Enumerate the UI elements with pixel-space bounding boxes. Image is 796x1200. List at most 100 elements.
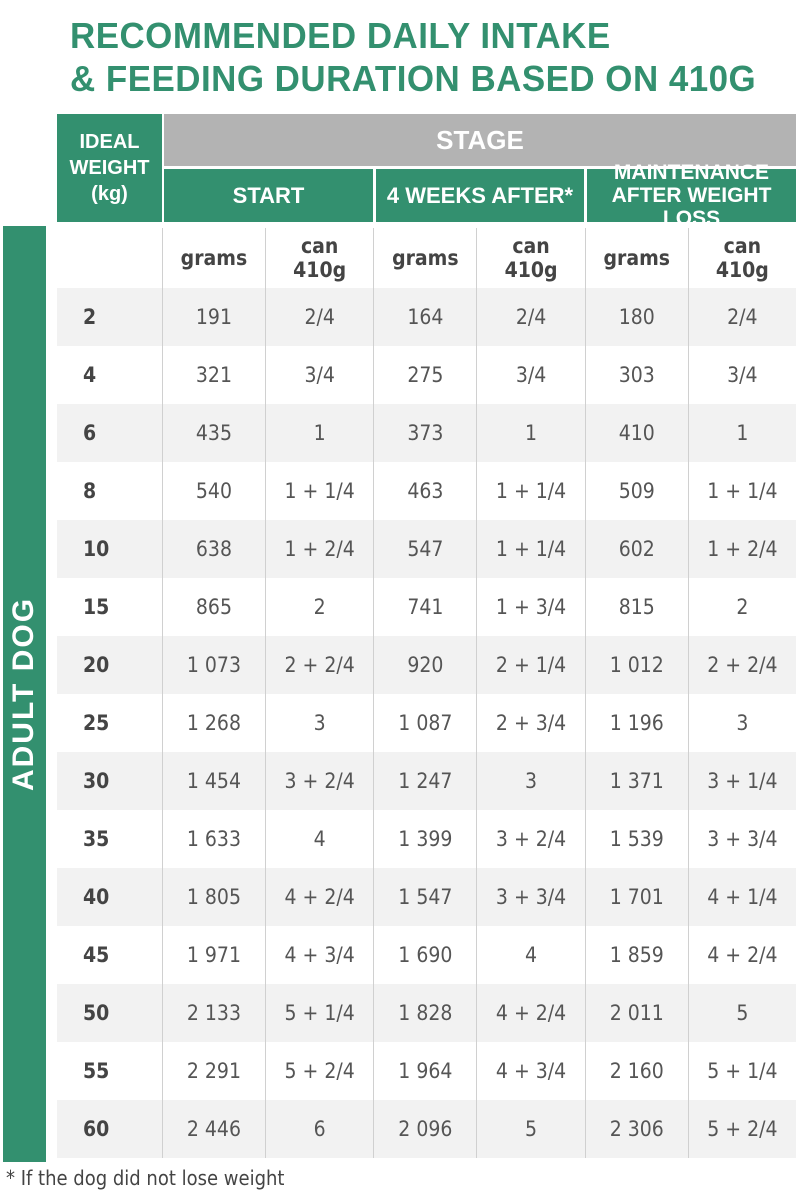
value-cell: 920 [373,636,477,694]
empty-cell [57,228,163,288]
table-row: 30 1 454 3 + 2/4 1 247 3 1 371 3 + 1/4 [57,752,796,810]
value-cell: 2 291 [162,1042,266,1100]
unit-header: grams [162,228,266,288]
table-row: 40 1 805 4 + 2/4 1 547 3 + 3/4 1 701 4 + 1/4 [57,868,796,926]
value-cell: 2 011 [584,984,689,1042]
maintenance-header: MAINTENANCE AFTER WEIGHT LOSS [587,161,796,230]
stage-header: STAGE [164,114,796,166]
value-cell: 1 087 [373,694,477,752]
value-cell: 1 633 [162,810,266,868]
weight-cell: 45 [83,943,110,967]
value-cell: 1 971 [162,926,266,984]
page-title: RECOMMENDED DAILY INTAKE & FEEDING DURAT… [70,14,756,100]
value-cell: 303 [584,346,689,404]
value-cell: 1 [264,404,374,462]
value-cell: 509 [584,462,689,520]
value-cell: 3 + 1/4 [687,752,796,810]
table-row: 50 2 133 5 + 1/4 1 828 4 + 2/4 2 011 5 [57,984,796,1042]
value-cell: 1 + 1/4 [687,462,796,520]
table-row: 10 638 1 + 2/4 547 1 + 1/4 602 1 + 2/4 [57,520,796,578]
weight-cell: 50 [57,984,163,1042]
value-cell: 191 [162,288,266,346]
value-cell: 463 [373,462,477,520]
value-cell: 1 + 2/4 [264,520,374,578]
value-cell: 2 + 1/4 [476,636,586,694]
value-cell: 602 [584,520,689,578]
value-cell: 410 [584,404,689,462]
value-cell: 275 [373,346,477,404]
value-cell: 1 399 [373,810,477,868]
value-cell: 741 [373,578,477,636]
value-cell: 1 012 [584,636,689,694]
unit-header: can 410g [264,228,374,288]
value-cell: 540 [162,462,266,520]
weight-cell: 15 [83,595,110,619]
weight-cell: 60 [57,1100,163,1158]
table-row: 35 1 633 4 1 399 3 + 2/4 1 539 3 + 3/4 [57,810,796,868]
weight-cell: 20 [57,636,163,694]
value-cell: 5 + 2/4 [687,1100,796,1158]
value-cell: 2 133 [162,984,266,1042]
value-cell: 3/4 [476,346,586,404]
value-cell: 2 306 [584,1100,689,1158]
table-row: 4 321 3/4 275 3/4 303 3/4 [57,346,796,404]
value-cell: 2 + 2/4 [687,636,796,694]
table-row: 20 1 073 2 + 2/4 920 2 + 1/4 1 012 2 + 2/4 [57,636,796,694]
weight-cell: 10 [57,520,163,578]
value-cell: 2 160 [584,1042,689,1100]
value-cell: 1 [476,404,586,462]
value-cell: 1 247 [373,752,477,810]
table-row: 6 435 1 373 1 410 1 [57,404,796,462]
value-cell: 4 [264,810,374,868]
weight-cell: 8 [83,479,97,503]
value-cell: 4 + 2/4 [264,868,374,926]
ideal-weight-header: IDEAL WEIGHT (kg) [57,114,162,222]
value-cell: 3 + 3/4 [687,810,796,868]
value-cell: 3 [687,694,796,752]
value-cell: 2 096 [373,1100,477,1158]
footnote: * If the dog did not lose weight [6,1166,285,1190]
value-cell: 4 + 1/4 [687,868,796,926]
value-cell: 5 + 2/4 [264,1042,374,1100]
value-cell: 1 859 [584,926,689,984]
value-cell: 1 828 [373,984,477,1042]
weight-cell: 2 [57,288,163,346]
value-cell: 1 371 [584,752,689,810]
value-cell: 180 [584,288,689,346]
value-cell: 4 + 2/4 [687,926,796,984]
value-cell: 1 547 [373,868,477,926]
value-cell: 2 [687,578,796,636]
value-cell: 1 + 1/4 [264,462,374,520]
value-cell: 2 446 [162,1100,266,1158]
value-cell: 373 [373,404,477,462]
value-cell: 815 [584,578,689,636]
table-row: 15 865 2 741 1 + 3/4 815 2 [57,578,796,636]
table-row: 45 1 971 4 + 3/4 1 690 4 1 859 4 + 2/4 [57,926,796,984]
weight-cell: 30 [57,752,163,810]
value-cell: 6 [264,1100,374,1158]
adult-dog-label: ADULT DOG [3,226,46,1162]
value-cell: 2 + 3/4 [476,694,586,752]
table-row: 60 2 446 6 2 096 5 2 306 5 + 2/4 [57,1100,796,1158]
value-cell: 3/4 [687,346,796,404]
value-cell: 3 + 3/4 [476,868,586,926]
value-cell: 4 + 3/4 [476,1042,586,1100]
title-line-2: & FEEDING DURATION BASED ON 410G [70,58,757,99]
value-cell: 638 [162,520,266,578]
value-cell: 4 + 2/4 [476,984,586,1042]
weight-cell: 35 [83,827,110,851]
value-cell: 5 [476,1100,586,1158]
weight-cell: 4 [83,363,97,387]
value-cell: 547 [373,520,477,578]
value-cell: 2/4 [687,288,796,346]
value-cell: 1 + 3/4 [476,578,586,636]
value-cell: 164 [373,288,477,346]
feeding-table: grams can 410g grams can 410g grams can 410g 2 191… [57,228,796,1158]
weight-cell: 6 [57,404,163,462]
value-cell: 1 268 [162,694,266,752]
value-cell: 3 + 2/4 [476,810,586,868]
value-cell: 1 964 [373,1042,477,1100]
value-cell: 1 + 2/4 [687,520,796,578]
value-cell: 2/4 [264,288,374,346]
weight-cell: 40 [57,868,163,926]
